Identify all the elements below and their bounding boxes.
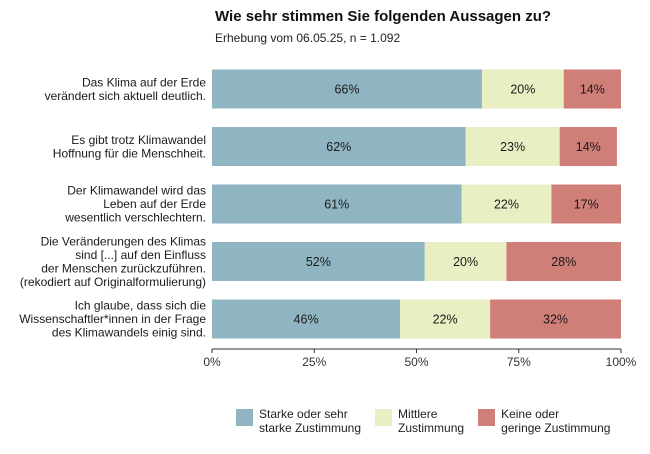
x-tick-label-4: 100% [606, 355, 637, 369]
category-label-line: Die Veränderungen des Klimas [41, 234, 206, 248]
data-label-strong-0: 66% [334, 83, 359, 97]
bar-strong-0 [212, 69, 482, 109]
category-label-line: Der Klimawandel wird das [67, 184, 206, 198]
category-label-line: (rekodiert auf Originalformulierung) [20, 275, 206, 289]
bar-strong-4 [212, 299, 401, 339]
legend-swatch-low [478, 409, 496, 426]
legend-item-strong: Starke oder sehr starke Zustimmung [236, 407, 361, 435]
bar-medium-3 [424, 242, 507, 281]
category-label-line: Ich glaube, dass sich die [75, 299, 207, 313]
bar-low-0 [563, 69, 621, 109]
chart-subtitle: Erhebung vom 06.05.25, n = 1.092 [215, 31, 401, 45]
bar-low-3 [506, 242, 621, 281]
bar-strong-1 [212, 127, 466, 166]
x-tick-label-3: 75% [507, 355, 531, 369]
x-tick-label-0: 0% [203, 355, 221, 369]
category-label-line: Das Klima auf der Erde [82, 75, 206, 89]
legend-item-medium: Mittlere Zustimmung [375, 407, 464, 435]
legend-label-low: Keine oder geringe Zustimmung [501, 407, 611, 435]
data-label-low-2: 17% [574, 198, 599, 212]
category-label-line: Wissenschaftler*innen in der Frage [19, 312, 206, 326]
bar-medium-2 [461, 184, 552, 224]
data-label-medium-1: 23% [500, 140, 525, 154]
data-label-strong-2: 61% [324, 198, 349, 212]
bar-strong-3 [212, 242, 425, 281]
data-label-strong-3: 52% [306, 255, 331, 269]
bar-medium-4 [400, 299, 491, 339]
category-label-line: Leben auf der Erde [103, 197, 206, 211]
category-label-2: Der Klimawandel wird das Leben auf der Er… [64, 184, 206, 225]
legend: Starke oder sehr starke Zustimmung Mittl… [236, 407, 610, 435]
data-label-low-1: 14% [576, 140, 601, 154]
category-label-line: wesentlich verschlechtern. [64, 211, 206, 225]
bar-medium-0 [481, 69, 564, 109]
category-label-0: Das Klima auf der Erde verändert sich akt… [45, 75, 207, 103]
legend-swatch-strong [236, 409, 253, 426]
data-label-medium-2: 22% [494, 198, 519, 212]
category-label-line: sind [...] auf den Einfluss [75, 248, 206, 262]
bar-medium-1 [465, 127, 560, 166]
legend-label-strong: Starke oder sehr starke Zustimmung [259, 407, 362, 435]
bar-low-1 [559, 127, 617, 166]
category-label-line: des Klimawandels einig sind. [52, 326, 206, 340]
category-label-line: Es gibt trotz Klimawandel [71, 133, 206, 147]
category-label-3: Die Veränderungen des Klimas sind [...] a… [20, 234, 206, 289]
chart-title: Wie sehr stimmen Sie folgenden Aussagen … [215, 8, 552, 25]
data-label-medium-4: 22% [433, 313, 458, 327]
bar-low-4 [490, 299, 621, 339]
bar-low-2 [551, 184, 621, 224]
legend-swatch-medium [375, 409, 393, 426]
data-label-strong-4: 46% [294, 313, 319, 327]
data-label-low-3: 28% [551, 255, 576, 269]
category-label-line: der Menschen zurückzuführen. [41, 261, 206, 275]
category-label-line: Hoffnung für die Menschheit. [53, 146, 206, 160]
bar-strong-2 [212, 184, 462, 224]
data-label-low-4: 32% [543, 313, 568, 327]
legend-item-low: Keine oder geringe Zustimmung [478, 407, 610, 435]
category-label-4: Ich glaube, dass sich die Wissenschaftler… [19, 299, 206, 340]
data-label-low-0: 14% [580, 83, 605, 97]
category-label-1: Es gibt trotz Klimawandel Hoffnung für di… [53, 133, 206, 161]
x-tick-label-1: 25% [302, 355, 326, 369]
x-tick-label-2: 50% [404, 355, 428, 369]
data-label-medium-3: 20% [453, 255, 478, 269]
category-label-line: verändert sich aktuell deutlich. [45, 89, 206, 103]
data-label-medium-0: 20% [510, 83, 535, 97]
data-label-strong-1: 62% [326, 140, 351, 154]
legend-label-medium: Mittlere Zustimmung [398, 407, 465, 435]
